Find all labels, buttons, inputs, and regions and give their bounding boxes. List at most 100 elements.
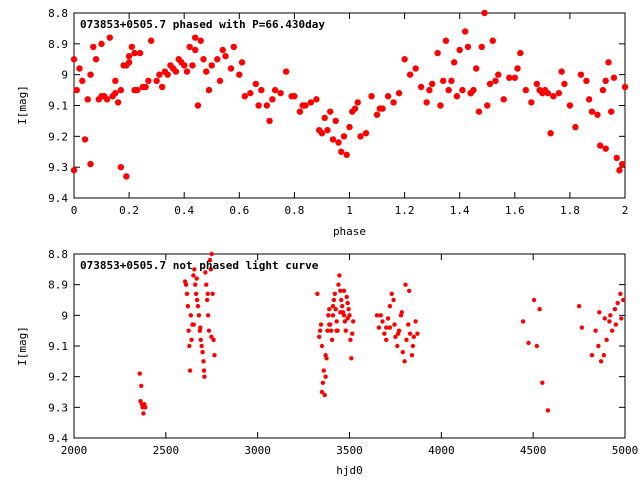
data-point: [410, 343, 416, 349]
x-tick-label: 1.8: [560, 204, 580, 217]
data-point: [84, 96, 91, 103]
data-point: [385, 316, 391, 321]
data-point: [194, 297, 200, 303]
data-point: [185, 303, 191, 309]
data-point: [186, 328, 191, 333]
data-point: [334, 328, 339, 333]
data-point: [522, 86, 530, 94]
data-point: [406, 322, 411, 327]
plot-title: 073853+0505.7 phased with P=66.430day: [80, 18, 325, 31]
data-point: [208, 62, 215, 69]
data-point: [415, 331, 420, 336]
data-point: [402, 359, 407, 364]
data-point: [329, 337, 335, 343]
data-point: [79, 77, 86, 85]
data-point: [439, 77, 447, 85]
data-point: [327, 108, 334, 115]
x-tick-label: 1: [346, 204, 353, 217]
data-point: [247, 89, 254, 97]
data-point: [426, 86, 433, 94]
data-point: [101, 93, 108, 100]
x-tick-label: 0.6: [229, 204, 249, 217]
data-point: [203, 270, 208, 275]
data-point: [317, 328, 323, 333]
data-point: [392, 322, 397, 327]
data-point: [87, 160, 94, 168]
data-point: [395, 89, 403, 97]
data-point: [327, 322, 332, 327]
data-point: [296, 108, 304, 115]
data-point: [227, 65, 235, 72]
data-point: [561, 80, 568, 88]
y-tick-label: 9: [61, 309, 68, 322]
y-tick-label: 9.1: [48, 340, 68, 353]
data-point: [547, 130, 554, 137]
data-point: [327, 307, 332, 312]
data-point: [602, 316, 607, 321]
data-point: [550, 93, 557, 100]
data-point: [193, 282, 198, 287]
data-point: [384, 337, 389, 343]
data-point: [572, 123, 579, 131]
data-point: [413, 319, 418, 324]
data-point: [291, 93, 298, 100]
data-point: [156, 71, 163, 78]
x-axis-label: hjd0: [336, 464, 363, 477]
x-tick-label: 2: [622, 204, 629, 217]
data-point: [340, 133, 348, 140]
data-point: [321, 368, 326, 373]
data-point: [602, 145, 609, 152]
data-point: [204, 282, 209, 287]
data-point: [266, 117, 273, 125]
x-tick-label: 1.6: [505, 204, 525, 217]
data-point: [462, 28, 469, 35]
data-point: [373, 111, 381, 118]
data-point: [399, 310, 405, 315]
x-axis-label: phase: [333, 225, 366, 238]
data-point: [326, 313, 331, 318]
data-point: [492, 77, 499, 85]
data-point: [238, 59, 246, 66]
data-point: [576, 303, 582, 309]
data-points: [137, 251, 626, 416]
y-tick-label: 8.8: [48, 7, 68, 20]
data-point: [117, 86, 125, 94]
x-tick-label: 3500: [336, 444, 363, 457]
data-point: [417, 83, 425, 91]
data-point: [337, 273, 342, 278]
y-tick-label: 9.2: [48, 371, 68, 384]
data-point: [142, 83, 149, 91]
data-point: [545, 408, 551, 413]
data-point: [620, 297, 626, 303]
data-point: [537, 307, 542, 312]
data-point: [131, 49, 138, 57]
data-point: [393, 334, 398, 339]
data-point: [615, 300, 620, 306]
data-point: [593, 328, 598, 333]
data-point: [558, 68, 565, 75]
data-point: [76, 65, 83, 72]
data-point: [205, 313, 211, 318]
x-tick-label: 4000: [428, 444, 455, 457]
data-point: [123, 62, 130, 69]
data-point: [346, 123, 353, 131]
data-point: [534, 343, 540, 349]
data-point: [147, 37, 155, 44]
data-point: [428, 80, 436, 88]
data-point: [331, 297, 337, 303]
data-point: [322, 392, 327, 398]
data-point: [528, 99, 535, 106]
x-tick-label: 0.8: [284, 204, 304, 217]
data-point: [319, 343, 325, 349]
data-point: [378, 313, 383, 318]
data-point: [136, 49, 144, 57]
data-point: [354, 99, 361, 106]
data-point: [200, 349, 205, 355]
data-point: [117, 163, 125, 171]
data-point: [434, 49, 441, 57]
data-point: [316, 334, 322, 339]
data-point: [92, 56, 100, 63]
data-point: [187, 343, 192, 349]
data-point: [380, 319, 385, 324]
y-axis-ticks: 8.8 8.9 9 9.1 9.2 9.3 9.4: [48, 248, 625, 445]
